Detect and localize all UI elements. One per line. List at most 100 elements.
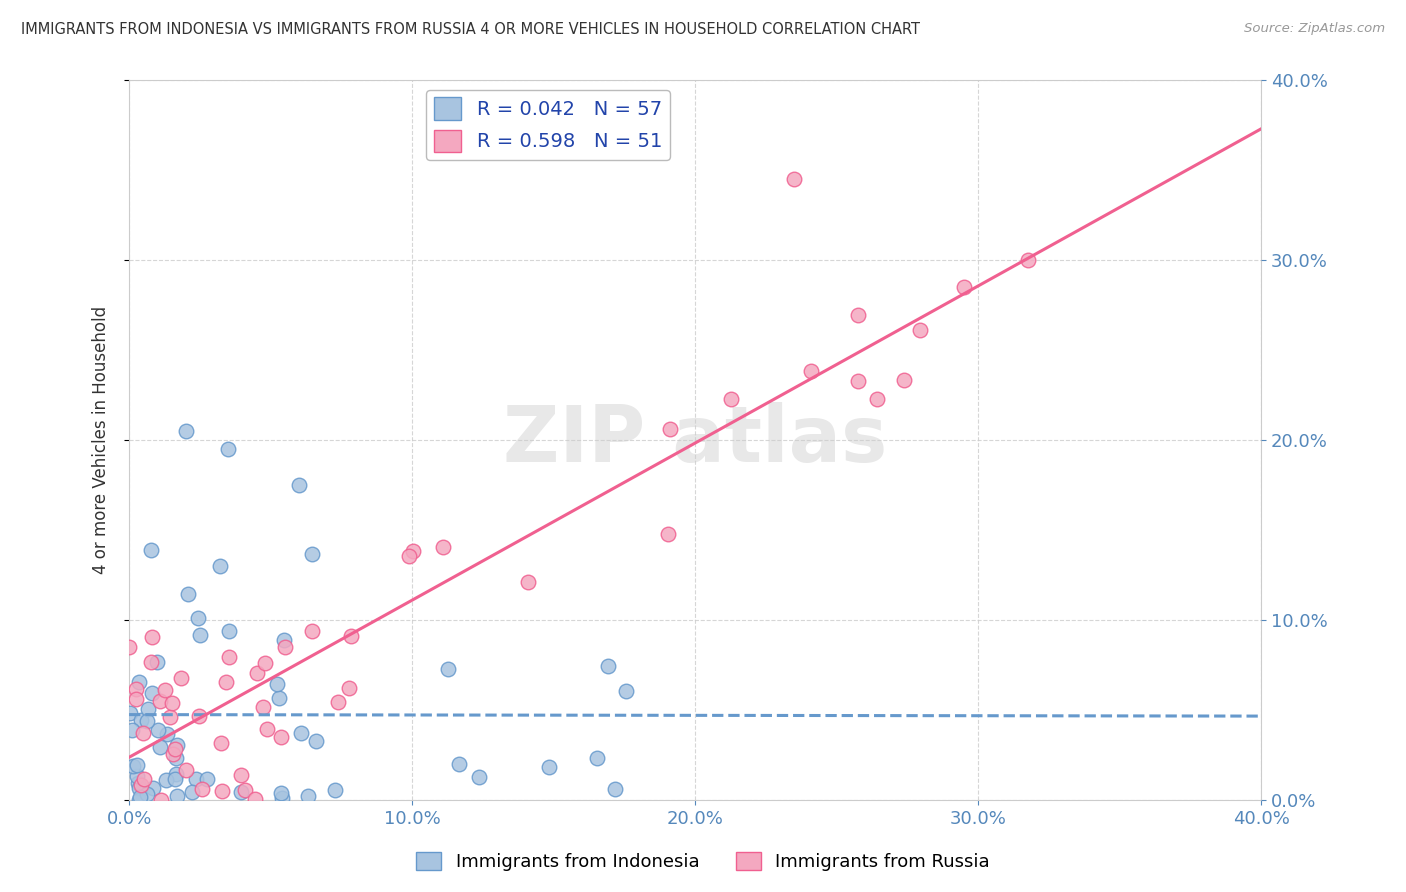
Point <box>908 323 931 337</box>
Point <box>188 628 211 642</box>
Point <box>340 629 363 643</box>
Point <box>270 786 292 800</box>
Point <box>273 633 295 648</box>
Point <box>121 758 143 772</box>
Point <box>118 640 141 654</box>
Point <box>155 773 177 788</box>
Point <box>893 373 915 387</box>
Point <box>256 722 278 736</box>
Point <box>398 549 420 563</box>
Y-axis label: 4 or more Vehicles in Household: 4 or more Vehicles in Household <box>93 306 110 574</box>
Point <box>128 793 150 807</box>
Point <box>846 374 869 388</box>
Point <box>271 790 294 805</box>
Point <box>231 785 253 799</box>
Point <box>149 694 172 708</box>
Point <box>218 649 240 664</box>
Point <box>141 686 163 700</box>
Point <box>323 783 346 797</box>
Point <box>129 789 152 804</box>
Point <box>339 681 361 695</box>
Point <box>165 766 187 780</box>
Point <box>136 702 159 716</box>
Point <box>720 392 742 407</box>
Point <box>135 714 157 728</box>
Point <box>596 659 619 673</box>
Point <box>267 691 290 706</box>
Point <box>174 424 197 438</box>
Point <box>149 792 172 806</box>
Point <box>128 675 150 690</box>
Point <box>297 789 319 803</box>
Point <box>209 735 232 749</box>
Point <box>953 280 976 294</box>
Point <box>432 540 454 554</box>
Point <box>125 758 148 772</box>
Point <box>166 789 188 803</box>
Point <box>245 792 267 806</box>
Point <box>270 730 292 744</box>
Point <box>188 709 211 723</box>
Point <box>125 682 148 697</box>
Point <box>218 624 240 638</box>
Text: Source: ZipAtlas.com: Source: ZipAtlas.com <box>1244 22 1385 36</box>
Point <box>141 543 163 558</box>
Point <box>132 772 155 787</box>
Point <box>233 783 256 797</box>
Point <box>128 781 150 796</box>
Point <box>146 723 169 737</box>
Point <box>866 392 889 406</box>
Point <box>328 695 350 709</box>
Point <box>139 655 162 669</box>
Legend: R = 0.042   N = 57, R = 0.598   N = 51: R = 0.042 N = 57, R = 0.598 N = 51 <box>426 90 669 160</box>
Point <box>169 671 191 685</box>
Point <box>121 723 143 737</box>
Point <box>657 527 679 541</box>
Point <box>125 769 148 783</box>
Point <box>616 684 638 698</box>
Point <box>149 740 172 755</box>
Point <box>538 760 561 774</box>
Point <box>174 763 197 777</box>
Point <box>132 726 155 740</box>
Point <box>301 547 323 561</box>
Point <box>159 710 181 724</box>
Point <box>229 768 252 782</box>
Point <box>166 739 188 753</box>
Point <box>266 677 288 691</box>
Point <box>274 640 297 654</box>
Point <box>163 772 186 786</box>
Point <box>162 747 184 761</box>
Point <box>217 442 239 456</box>
Point <box>1017 253 1039 268</box>
Point <box>211 784 233 798</box>
Point <box>783 172 806 186</box>
Point <box>468 770 491 784</box>
Point <box>163 741 186 756</box>
Point <box>290 725 312 739</box>
Point <box>402 544 425 558</box>
Point <box>603 782 626 797</box>
Point <box>127 776 149 790</box>
Point <box>848 309 870 323</box>
Text: ZIP atlas: ZIP atlas <box>503 402 887 478</box>
Point <box>165 751 187 765</box>
Point <box>254 656 277 670</box>
Point <box>516 575 538 590</box>
Point <box>129 714 152 728</box>
Point <box>301 624 323 638</box>
Text: IMMIGRANTS FROM INDONESIA VS IMMIGRANTS FROM RUSSIA 4 OR MORE VEHICLES IN HOUSEH: IMMIGRANTS FROM INDONESIA VS IMMIGRANTS … <box>21 22 920 37</box>
Point <box>186 772 208 786</box>
Point <box>160 696 183 710</box>
Point <box>153 683 176 698</box>
Legend: Immigrants from Indonesia, Immigrants from Russia: Immigrants from Indonesia, Immigrants fr… <box>409 845 997 879</box>
Point <box>659 422 682 436</box>
Point <box>145 655 167 669</box>
Point <box>214 674 236 689</box>
Point <box>135 787 157 801</box>
Point <box>447 757 470 772</box>
Point <box>252 699 274 714</box>
Point <box>156 727 179 741</box>
Point <box>142 781 165 796</box>
Point <box>125 692 148 706</box>
